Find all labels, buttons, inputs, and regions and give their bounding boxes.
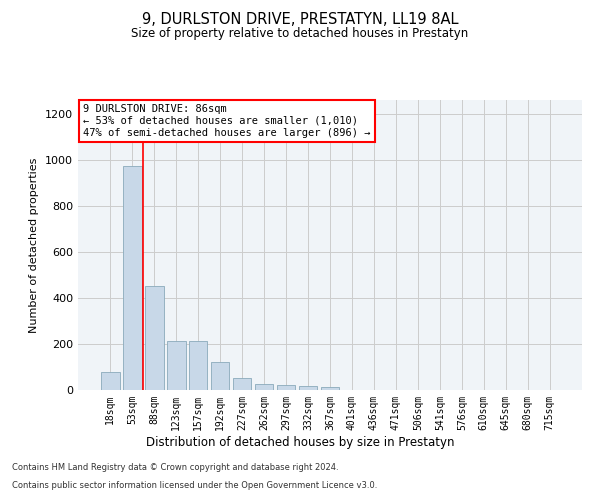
Text: 9, DURLSTON DRIVE, PRESTATYN, LL19 8AL: 9, DURLSTON DRIVE, PRESTATYN, LL19 8AL: [142, 12, 458, 28]
Text: Contains HM Land Registry data © Crown copyright and database right 2024.: Contains HM Land Registry data © Crown c…: [12, 464, 338, 472]
Bar: [145, 286, 164, 390]
Bar: [299, 386, 317, 390]
Bar: [255, 384, 274, 390]
Text: 9 DURLSTON DRIVE: 86sqm
← 53% of detached houses are smaller (1,010)
47% of semi: 9 DURLSTON DRIVE: 86sqm ← 53% of detache…: [83, 104, 371, 138]
Bar: [123, 166, 142, 390]
Bar: [320, 387, 340, 390]
Bar: [189, 340, 208, 390]
Bar: [211, 362, 229, 390]
Bar: [233, 378, 251, 390]
Text: Size of property relative to detached houses in Prestatyn: Size of property relative to detached ho…: [131, 28, 469, 40]
Y-axis label: Number of detached properties: Number of detached properties: [29, 158, 40, 332]
Text: Contains public sector information licensed under the Open Government Licence v3: Contains public sector information licen…: [12, 481, 377, 490]
Bar: [101, 372, 119, 390]
Bar: [167, 340, 185, 390]
Bar: [277, 385, 295, 390]
Text: Distribution of detached houses by size in Prestatyn: Distribution of detached houses by size …: [146, 436, 454, 449]
